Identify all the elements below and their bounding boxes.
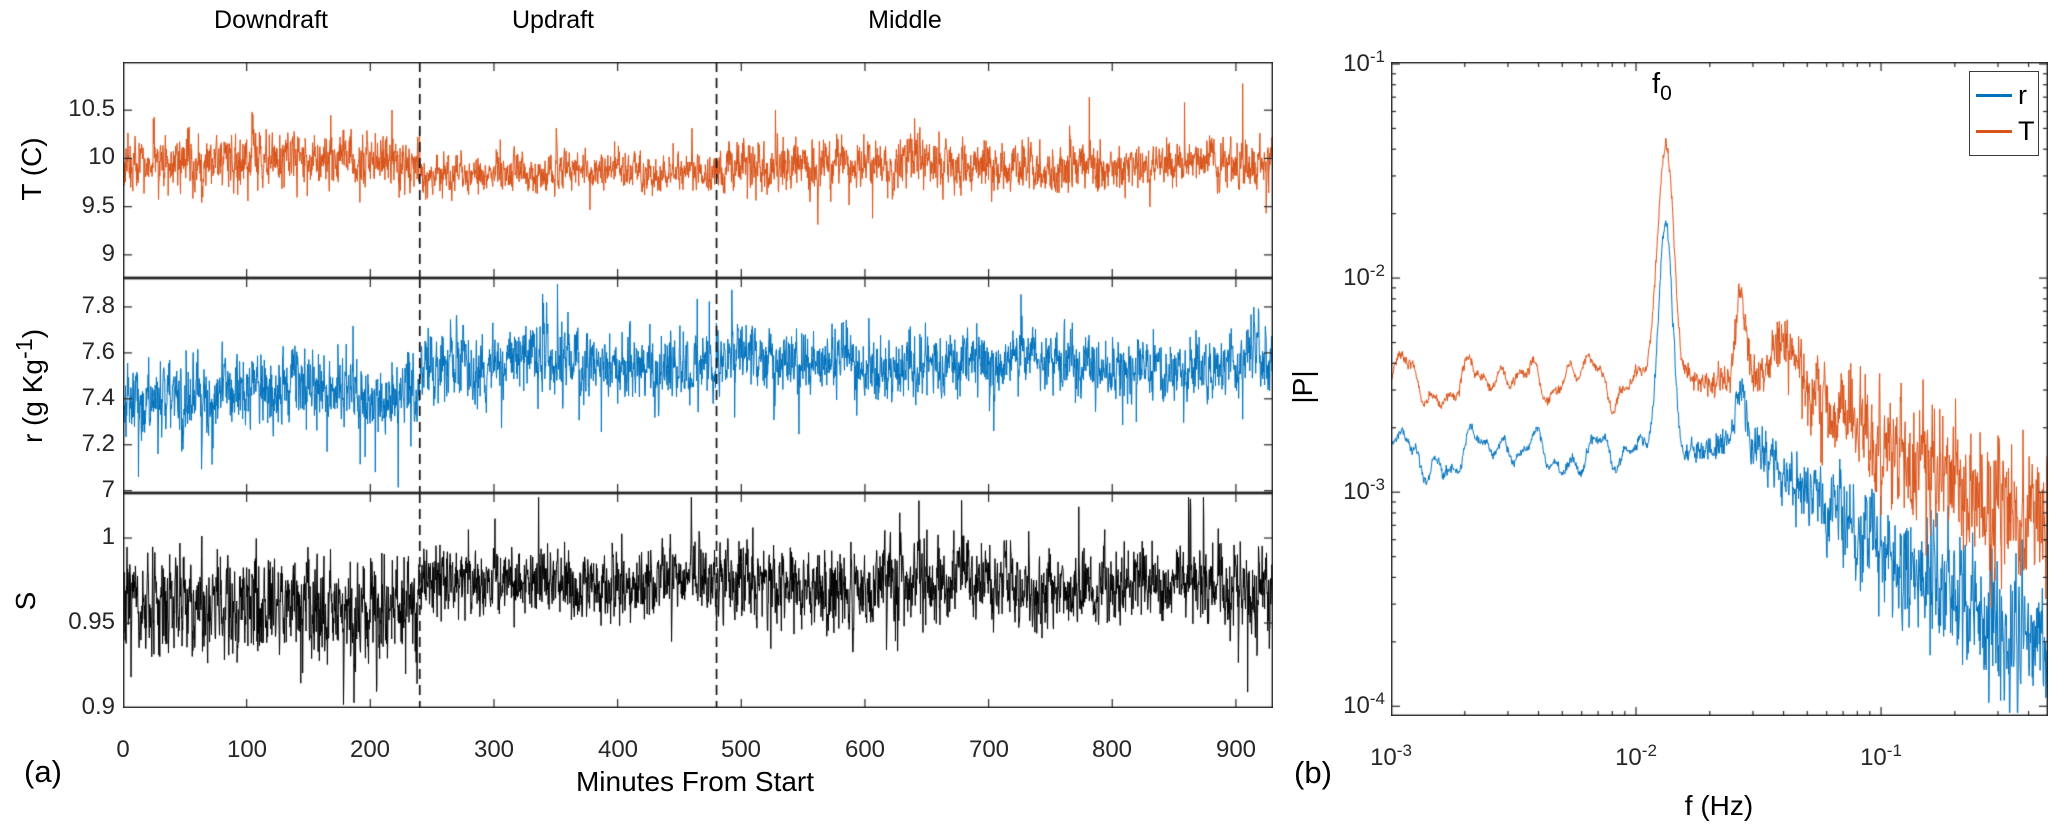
- legend: r T: [1969, 71, 2039, 156]
- f0-annotation: f0: [1652, 68, 1672, 105]
- legend-entry-T: T: [1976, 115, 2035, 146]
- s-axis-ylabel: S: [10, 591, 41, 611]
- y-tick-label: 7.4: [81, 384, 115, 411]
- y-tick-label: 10-2: [1343, 261, 1385, 291]
- x-tick-label: 200: [349, 736, 391, 763]
- mixing-ratio-series-canvas: [123, 278, 1273, 493]
- y-tick-label: 10-1: [1343, 47, 1385, 77]
- temperature-series-canvas: [123, 62, 1273, 278]
- legend-entry-r: r: [1976, 82, 2032, 109]
- y-tick-label: 7.2: [81, 430, 115, 457]
- x-tick-label: 10-2: [1615, 741, 1657, 771]
- y-tick-label: 9: [101, 240, 115, 267]
- x-tick-label: 500: [720, 736, 762, 763]
- region-label-middle: Middle: [868, 6, 942, 34]
- y-tick-label: 10-3: [1343, 475, 1385, 505]
- x-tick-label: 0: [116, 736, 130, 763]
- x-tick-label: 400: [597, 736, 639, 763]
- x-tick-label: 100: [226, 736, 268, 763]
- y-tick-label: 10: [88, 143, 115, 170]
- y-tick-label: 7.8: [81, 292, 115, 319]
- x-tick-label: 10-1: [1860, 741, 1902, 771]
- y-tick-label: 9.5: [81, 192, 115, 219]
- x-tick-label: 300: [473, 736, 515, 763]
- y-tick-label: 0.9: [81, 693, 115, 720]
- y-tick-label: 7: [101, 476, 115, 503]
- y-tick-label: 7.6: [81, 338, 115, 365]
- legend-label-r: r: [2018, 80, 2027, 111]
- panel-b-letter: (b): [1294, 755, 1332, 790]
- x-tick-label: 600: [844, 736, 886, 763]
- legend-label-T: T: [2018, 115, 2035, 146]
- x-tick-label: 10-3: [1370, 741, 1412, 771]
- panel-a-letter: (a): [24, 754, 62, 789]
- y-tick-label: 1: [101, 523, 115, 550]
- x-tick-label: 700: [968, 736, 1010, 763]
- x-tick-label: 800: [1091, 736, 1133, 763]
- panel-a-xlabel: Minutes From Start: [575, 766, 815, 797]
- legend-line-r-icon: [1976, 94, 2012, 98]
- spectrum-xlabel: f (Hz): [1684, 790, 1754, 821]
- legend-line-T-icon: [1976, 129, 2012, 133]
- y-tick-label: 10.5: [68, 95, 115, 122]
- saturation-ratio-series-canvas: [123, 493, 1273, 708]
- spectrum-ylabel: |P|: [1287, 370, 1318, 404]
- region-label-downdraft: Downdraft: [214, 6, 328, 34]
- x-tick-label: 900: [1215, 736, 1257, 763]
- y-tick-label: 10-4: [1343, 689, 1385, 719]
- y-tick-label: 0.95: [68, 608, 115, 635]
- region-label-updraft: Updraft: [512, 6, 594, 34]
- power-spectrum-canvas: [1391, 62, 2048, 716]
